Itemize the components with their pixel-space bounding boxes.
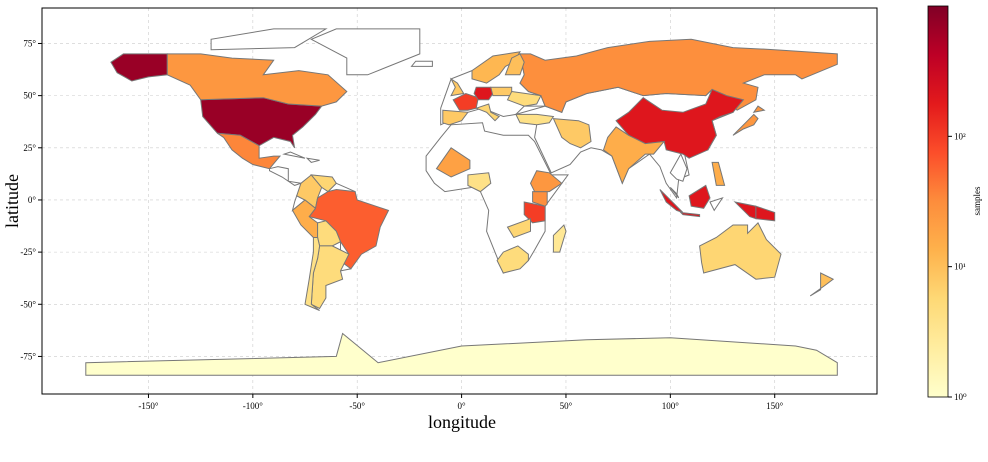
land-outline [310, 28, 421, 76]
land-outline [282, 151, 306, 159]
x-tick-label: 100° [662, 401, 680, 411]
region [442, 109, 469, 126]
region [732, 105, 766, 136]
region [496, 245, 529, 274]
region [755, 205, 776, 222]
land-outline [669, 152, 688, 182]
x-tick-label: -50° [349, 401, 365, 411]
region [473, 86, 494, 101]
y-tick-label: -50° [20, 299, 36, 309]
region [602, 126, 666, 185]
region [615, 88, 745, 159]
region [506, 90, 542, 107]
land-outline [269, 166, 302, 186]
region [552, 224, 567, 253]
y-tick-label: 50° [23, 91, 36, 101]
colorbar-tick-label: 10¹ [954, 262, 966, 272]
colorbar [927, 5, 949, 398]
land [85, 28, 838, 376]
land-outline [210, 28, 328, 51]
x-tick-label: 50° [560, 401, 573, 411]
region [529, 170, 563, 193]
x-axis-label: longitude [428, 412, 496, 432]
region [85, 332, 838, 376]
region [467, 172, 492, 193]
region [809, 272, 835, 297]
land-outline [669, 187, 680, 199]
region [449, 77, 465, 97]
y-axis-label: latitude [2, 174, 22, 228]
x-tick-label: 150° [766, 401, 784, 411]
region [659, 184, 757, 220]
colorbar-tick-label: 10² [954, 131, 966, 141]
x-tick-label: -100° [243, 401, 263, 411]
region [310, 174, 337, 193]
region [699, 222, 782, 280]
region [506, 217, 531, 239]
region [304, 237, 321, 311]
region [515, 113, 555, 126]
x-tick-label: 0° [458, 401, 467, 411]
region [504, 53, 525, 76]
land-outline [410, 60, 433, 67]
region [552, 118, 592, 149]
region [435, 147, 471, 178]
land-outline [709, 196, 724, 212]
region [519, 38, 838, 113]
plot-frame [41, 7, 878, 395]
region [711, 161, 726, 186]
region [490, 86, 513, 97]
y-tick-label: -75° [20, 351, 36, 361]
y-tick-label: 25° [23, 143, 36, 153]
colorbar-tick-label: 10⁰ [954, 392, 967, 402]
region [474, 103, 501, 122]
y-tick-label: 75° [23, 38, 36, 48]
y-tick-label: -25° [20, 247, 36, 257]
region [166, 53, 348, 107]
region [217, 132, 282, 170]
colorbar-label: samples [972, 186, 982, 215]
land-outline [305, 157, 320, 163]
x-tick-label: -150° [138, 401, 158, 411]
y-tick-label: 0° [28, 195, 37, 205]
